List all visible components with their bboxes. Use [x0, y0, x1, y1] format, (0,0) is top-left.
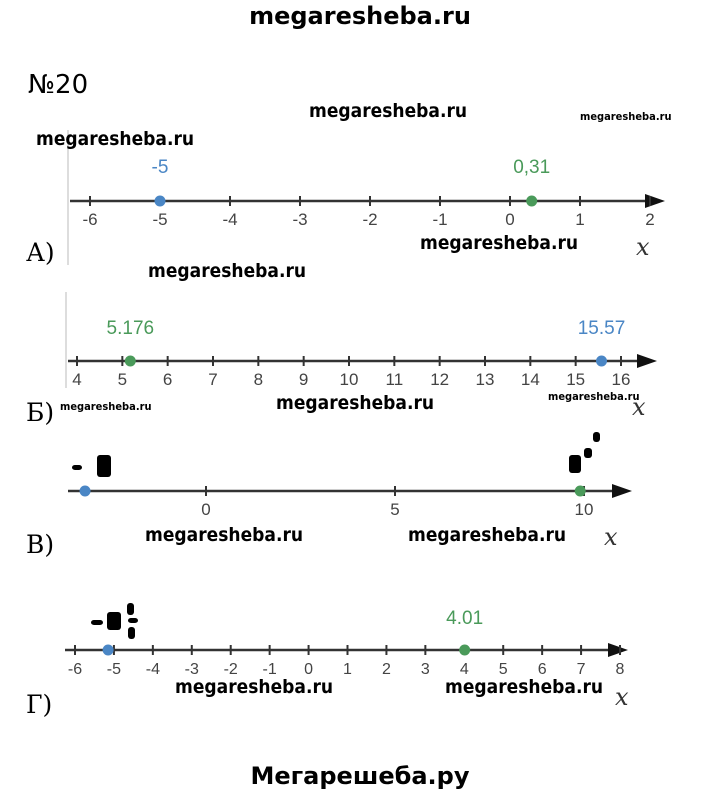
redaction-scribble	[593, 432, 600, 442]
tick-label: 5	[390, 500, 399, 519]
tick-label: -1	[263, 661, 277, 678]
tick-label: -3	[185, 661, 199, 678]
tick-label: -4	[222, 210, 237, 229]
watermark: megaresheba.ru	[408, 524, 567, 546]
tick-label: 5	[118, 370, 127, 389]
point-label: -5	[152, 157, 169, 178]
tick-label: -5	[107, 661, 121, 678]
watermark: megaresheba.ru	[309, 100, 468, 122]
axis-variable-label: x	[604, 523, 618, 551]
tick-label: 14	[521, 370, 540, 389]
point-label: 5.176	[107, 318, 155, 339]
part-g-label: Г)	[26, 690, 53, 719]
watermark: megaresheba.ru	[580, 110, 672, 123]
tick-label: 10	[340, 370, 359, 389]
site-header: megaresheba.ru	[249, 2, 471, 30]
redaction-scribble	[584, 448, 592, 458]
axis-variable-label: x	[632, 393, 646, 421]
tick-label: 0	[304, 661, 313, 678]
watermark: megaresheba.ru	[420, 232, 579, 254]
tick-label: 15	[566, 370, 585, 389]
tick-label: -2	[362, 210, 377, 229]
tick-label: 0	[505, 210, 514, 229]
point-marker	[102, 644, 114, 656]
watermark: megaresheba.ru	[445, 676, 604, 698]
number-line-1: 4 5 6 7 8 9 10 11 12 13 14 15 16 5.176 15.57 x	[65, 292, 657, 421]
axis-variable-label: x	[636, 233, 650, 261]
redaction-scribble	[128, 627, 135, 639]
redaction-scribble	[107, 612, 121, 630]
tick-label: 7	[577, 661, 586, 678]
point-marker	[596, 355, 608, 367]
point-marker	[574, 485, 586, 497]
tick-label: 6	[538, 661, 547, 678]
tick-label: 7	[208, 370, 217, 389]
tick-label: -6	[68, 661, 82, 678]
tick-label: 6	[163, 370, 172, 389]
part-b-label: Б)	[26, 398, 55, 427]
tick-label: 2	[382, 661, 391, 678]
redaction-scribble	[72, 465, 82, 470]
watermark: megaresheba.ru	[548, 390, 640, 403]
tick-label: 9	[299, 370, 308, 389]
tick-label: -4	[146, 661, 160, 678]
watermark: megaresheba.ru	[175, 676, 334, 698]
tick-label: 0	[201, 500, 210, 519]
point-marker	[459, 644, 471, 656]
tick-label: 3	[421, 661, 430, 678]
redaction-scribble	[127, 603, 134, 615]
tick-label: -1	[432, 210, 447, 229]
tick-label: 8	[254, 370, 263, 389]
point-marker	[124, 355, 136, 367]
tick-label: 16	[612, 370, 631, 389]
tick-label: 2	[645, 210, 654, 229]
point-marker	[526, 195, 538, 207]
tick-label: 4	[72, 370, 81, 389]
redaction-scribble	[128, 618, 138, 623]
axis-arrow-icon	[608, 643, 628, 657]
tick-label: -6	[82, 210, 97, 229]
redaction-scribble	[91, 620, 103, 625]
axis-arrow-icon	[612, 484, 632, 498]
site-footer: Мегарешеба.ру	[250, 762, 470, 790]
tick-label: -3	[292, 210, 307, 229]
tick-label: 12	[430, 370, 449, 389]
watermark: megaresheba.ru	[148, 260, 307, 282]
tick-label: 11	[386, 370, 404, 389]
tick-label: 13	[476, 370, 495, 389]
watermark: megaresheba.ru	[145, 524, 304, 546]
tick-label: 4	[460, 661, 469, 678]
number-line-2: 0 5 10 x	[68, 484, 632, 551]
point-marker	[154, 195, 166, 207]
point-label: 0,31	[513, 157, 550, 178]
task-number: №20	[28, 70, 89, 100]
tick-label: -2	[224, 661, 238, 678]
tick-label: 1	[575, 210, 584, 229]
watermark: megaresheba.ru	[36, 128, 195, 150]
tick-label: 5	[499, 661, 508, 678]
tick-label: 8	[616, 661, 625, 678]
part-v-label: В)	[26, 530, 55, 559]
watermark: megaresheba.ru	[276, 392, 435, 414]
tick-label: -5	[152, 210, 167, 229]
number-line-3: -6 -5 -4 -3 -2 -1 0 1 2 3 4 5 6 7 8 4.01 x	[65, 608, 629, 711]
redaction-scribble	[569, 455, 581, 473]
number-line-0: -6 -5 -4 -3 -2 -1 0 1 2 -5 0,31 x	[67, 130, 665, 265]
axis-variable-label: x	[615, 683, 629, 711]
axis-arrow-icon	[637, 354, 657, 368]
part-a-label: А)	[26, 238, 55, 267]
redaction-scribble	[97, 455, 111, 477]
watermark: megaresheba.ru	[60, 400, 152, 413]
point-marker	[79, 485, 91, 497]
axis-arrow-icon	[645, 194, 665, 208]
point-label: 4.01	[446, 608, 483, 629]
tick-label: 10	[575, 500, 594, 519]
tick-label: 1	[343, 661, 352, 678]
point-label: 15.57	[578, 318, 626, 339]
